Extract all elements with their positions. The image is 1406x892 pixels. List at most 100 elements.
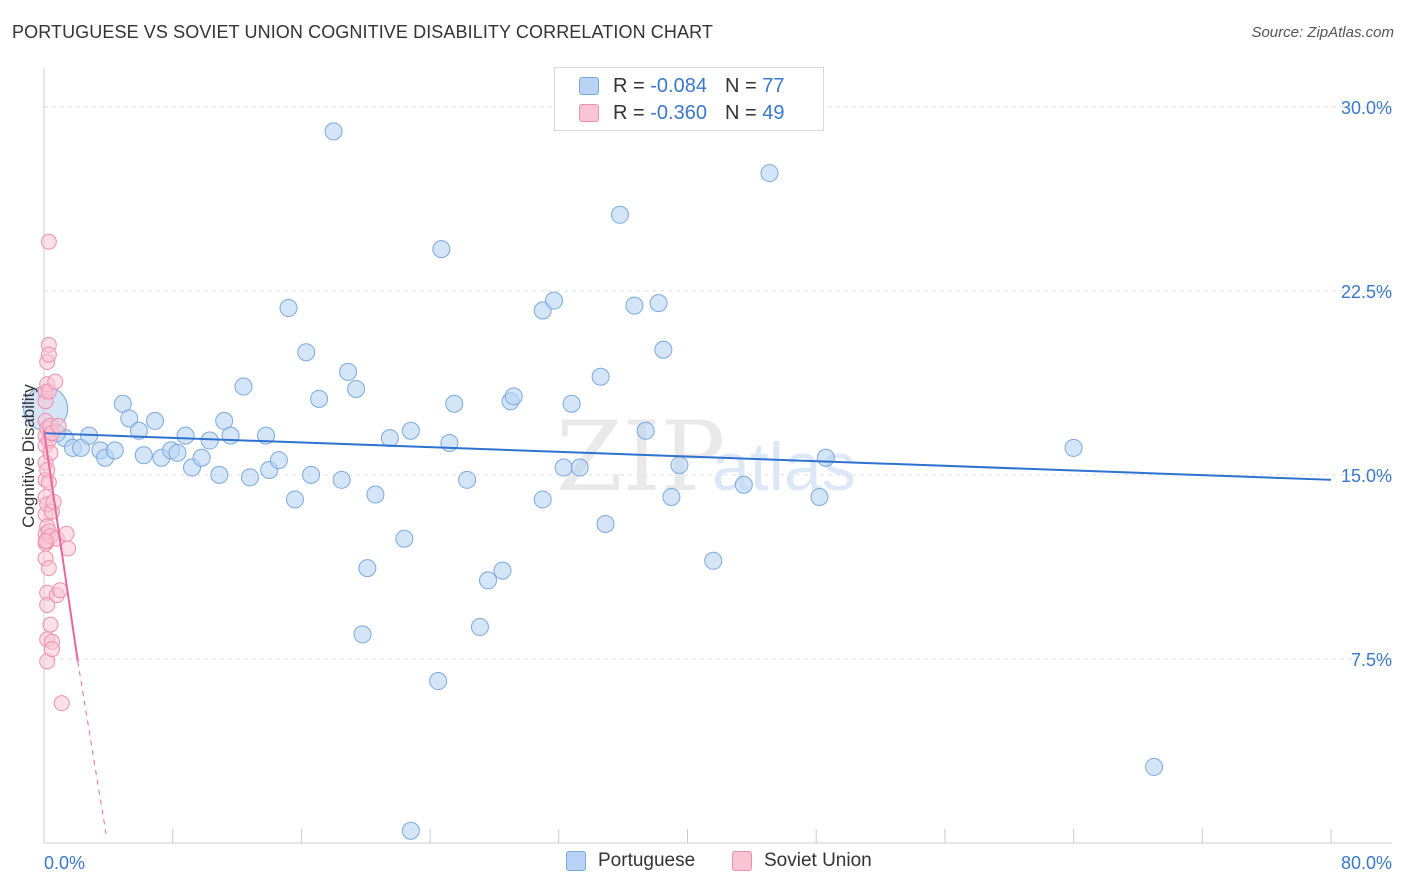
soviet-union-swatch [579, 104, 599, 122]
portuguese-point [470, 618, 489, 637]
x-tick-label: 0.0% [44, 853, 85, 873]
portuguese-point [221, 426, 240, 445]
portuguese-point [544, 291, 563, 310]
soviet-union-point [42, 616, 59, 633]
portuguese-point [596, 514, 615, 533]
portuguese-point [479, 571, 498, 590]
series-legend: Portuguese Soviet Union [0, 850, 1406, 880]
x-tick-label: 80.0% [1341, 853, 1392, 873]
portuguese-point [432, 240, 451, 259]
portuguese-point [297, 343, 316, 362]
legend-item-soviet-union[interactable]: Soviet Union [732, 850, 872, 872]
portuguese-point [670, 456, 689, 475]
portuguese-point [240, 468, 259, 487]
portuguese-point [339, 362, 358, 381]
y-tick-label: 30.0% [1341, 98, 1392, 118]
portuguese-swatch [579, 77, 599, 95]
soviet-union-point [40, 474, 57, 491]
portuguese-point [210, 465, 229, 484]
trend-lines [43, 430, 1332, 839]
portuguese-point [734, 475, 753, 494]
portuguese-point [380, 429, 399, 448]
portuguese-point [554, 458, 573, 477]
portuguese-point [353, 625, 372, 644]
soviet-union-point [52, 582, 69, 599]
portuguese-point [279, 299, 298, 318]
portuguese-point [649, 294, 668, 313]
correlation-legend: R = -0.084 N = 77 R = -0.360 N = 49 [554, 67, 824, 131]
legend-row-portuguese: R = -0.084 N = 77 [579, 74, 784, 98]
r-value: -0.360 [650, 101, 707, 124]
portuguese-point [654, 340, 673, 359]
legend-item-portuguese[interactable]: Portuguese [566, 850, 695, 872]
chart-title: PORTUGUESE VS SOVIET UNION COGNITIVE DIS… [12, 22, 713, 42]
soviet-union-point [50, 417, 67, 434]
portuguese-swatch [566, 851, 586, 871]
y-tick-label: 7.5% [1351, 650, 1392, 670]
portuguese-point [458, 470, 477, 489]
y-tick-label: 22.5% [1341, 282, 1392, 302]
portuguese-point [636, 421, 655, 440]
portuguese-points [23, 122, 1164, 840]
portuguese-point [302, 465, 321, 484]
n-label: N = [724, 74, 763, 97]
portuguese-point [704, 551, 723, 570]
portuguese-point [310, 389, 329, 408]
n-value: 77 [762, 74, 785, 97]
soviet-union-point [37, 533, 54, 550]
portuguese-trend-line [43, 432, 1332, 481]
portuguese-point [285, 490, 304, 509]
portuguese-point [324, 122, 343, 141]
legend-label-portuguese: Portuguese [598, 850, 696, 871]
portuguese-point [134, 446, 153, 465]
n-label: N = [724, 101, 763, 124]
portuguese-point [1064, 438, 1083, 457]
legend-label-soviet-union: Soviet Union [764, 850, 872, 871]
soviet-union-point [40, 560, 57, 577]
portuguese-point [445, 394, 464, 413]
portuguese-point [146, 411, 165, 430]
portuguese-point [366, 485, 385, 504]
portuguese-point [395, 529, 414, 548]
soviet-union-swatch [732, 851, 752, 871]
r-value: -0.084 [650, 74, 707, 97]
portuguese-point [562, 394, 581, 413]
r-label: R = [613, 101, 651, 124]
portuguese-point [176, 426, 195, 445]
soviet-union-trend-extension [77, 661, 108, 839]
portuguese-point [234, 377, 253, 396]
portuguese-point [129, 421, 148, 440]
portuguese-point [105, 441, 124, 460]
portuguese-point [816, 448, 835, 467]
soviet-union-point [58, 525, 75, 542]
portuguese-point [168, 443, 187, 462]
portuguese-point [662, 487, 681, 506]
portuguese-point [625, 296, 644, 315]
soviet-union-point [42, 444, 59, 461]
portuguese-point [200, 431, 219, 450]
portuguese-point [1145, 757, 1164, 776]
y-axis-title: Cognitive Disability [19, 384, 38, 528]
y-tick-label: 15.0% [1341, 466, 1392, 486]
portuguese-point [358, 559, 377, 578]
portuguese-point [504, 387, 523, 406]
portuguese-point [257, 426, 276, 445]
watermark-atlas: atlas [712, 429, 856, 505]
soviet-union-point [44, 641, 61, 658]
r-label: R = [613, 74, 651, 97]
soviet-union-trend-line [43, 430, 79, 662]
portuguese-point [610, 205, 629, 224]
soviet-union-point [40, 346, 57, 363]
portuguese-point [760, 164, 779, 183]
soviet-union-point [39, 596, 56, 613]
portuguese-point [533, 490, 552, 509]
portuguese-point [192, 448, 211, 467]
chart-source: Source: ZipAtlas.com [1251, 24, 1394, 41]
legend-row-soviet-union: R = -0.360 N = 49 [579, 101, 784, 125]
portuguese-point [332, 470, 351, 489]
portuguese-point [401, 421, 420, 440]
soviet-union-point [47, 373, 64, 390]
portuguese-point [570, 458, 589, 477]
n-value: 49 [762, 101, 785, 124]
